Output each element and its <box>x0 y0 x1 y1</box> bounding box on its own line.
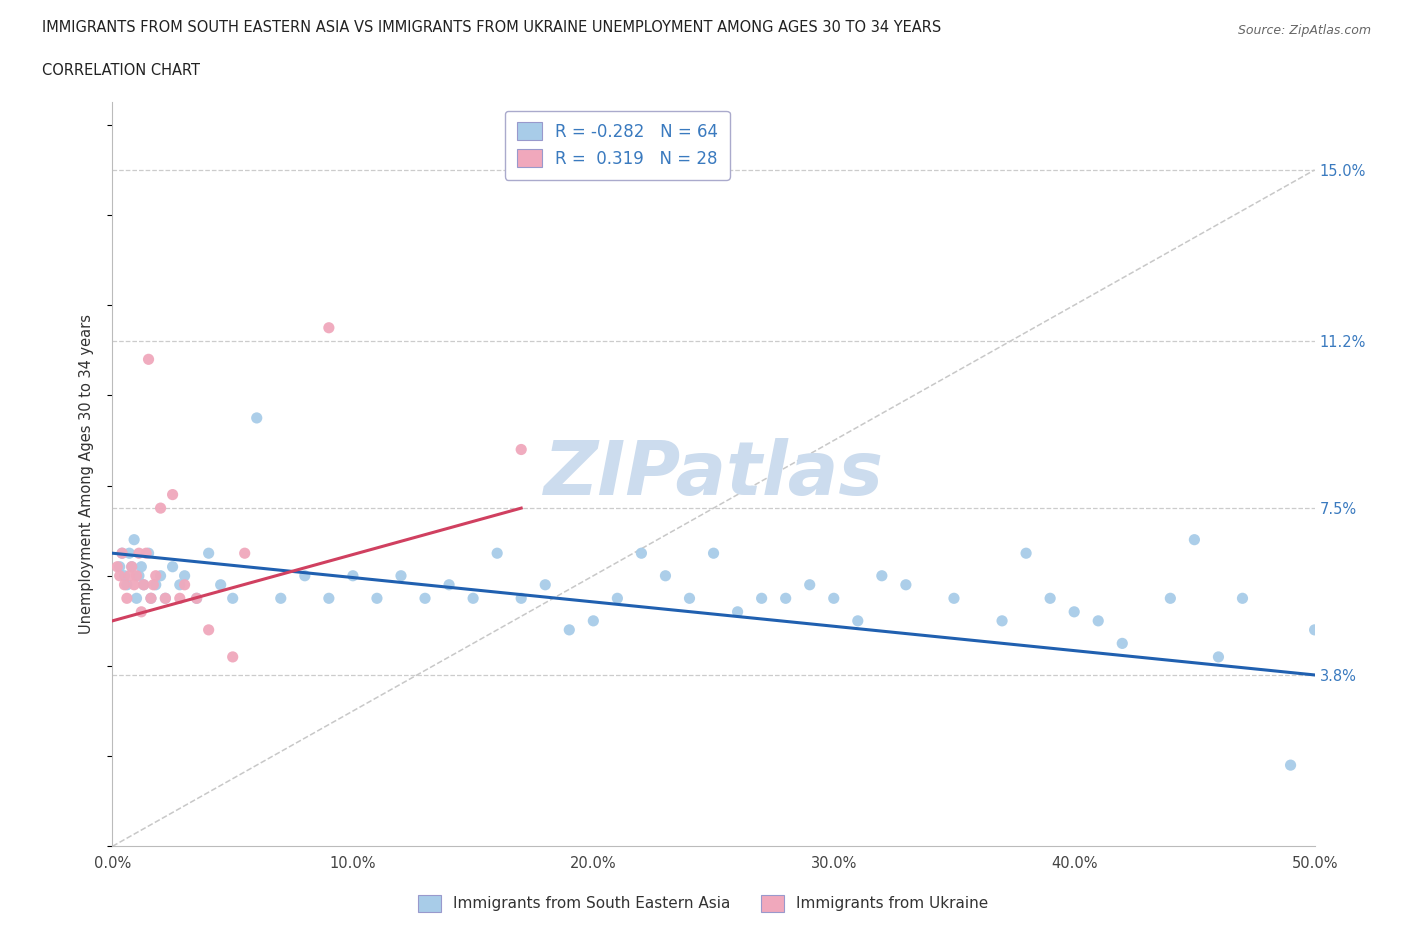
Point <box>128 568 150 583</box>
Point <box>186 591 208 605</box>
Point <box>1208 649 1230 664</box>
Point <box>318 591 340 605</box>
Point <box>318 320 340 335</box>
Point <box>145 578 167 592</box>
Point <box>702 546 725 561</box>
Point <box>115 591 138 605</box>
Point <box>1303 622 1326 637</box>
Point <box>118 568 141 583</box>
Point <box>122 532 145 547</box>
Point <box>128 546 150 561</box>
Point <box>991 614 1014 629</box>
Point <box>155 591 177 605</box>
Legend: R = -0.282   N = 64, R =  0.319   N = 28: R = -0.282 N = 64, R = 0.319 N = 28 <box>505 111 730 179</box>
Point <box>942 591 965 605</box>
Point <box>118 546 141 561</box>
Point <box>413 591 436 605</box>
Point <box>121 559 143 574</box>
Point <box>654 568 676 583</box>
Point <box>751 591 773 605</box>
Point <box>461 591 484 605</box>
Point <box>111 546 134 561</box>
Point <box>1087 614 1109 629</box>
Point <box>510 591 533 605</box>
Point <box>582 614 605 629</box>
Point <box>135 546 157 561</box>
Point <box>1063 604 1085 619</box>
Point <box>342 568 364 583</box>
Point <box>366 591 388 605</box>
Point <box>115 578 138 592</box>
Point <box>270 591 292 605</box>
Point <box>894 578 917 592</box>
Point <box>294 568 316 583</box>
Point <box>678 591 700 605</box>
Text: ZIPatlas: ZIPatlas <box>544 438 883 511</box>
Point <box>437 578 460 592</box>
Point <box>173 578 195 592</box>
Point <box>142 578 165 592</box>
Point <box>222 591 245 605</box>
Point <box>1184 532 1206 547</box>
Point <box>131 559 153 574</box>
Point <box>121 559 143 574</box>
Point <box>1039 591 1062 605</box>
Point <box>138 352 160 366</box>
Point <box>510 442 533 457</box>
Point <box>132 578 155 592</box>
Point <box>233 546 256 561</box>
Text: IMMIGRANTS FROM SOUTH EASTERN ASIA VS IMMIGRANTS FROM UKRAINE UNEMPLOYMENT AMONG: IMMIGRANTS FROM SOUTH EASTERN ASIA VS IM… <box>42 20 942 35</box>
Point <box>197 546 219 561</box>
Point <box>486 546 509 561</box>
Point <box>169 578 191 592</box>
Point <box>222 649 245 664</box>
Point <box>111 546 134 561</box>
Point <box>131 604 153 619</box>
Point <box>534 578 557 592</box>
Point <box>389 568 412 583</box>
Point <box>132 578 155 592</box>
Point <box>155 591 177 605</box>
Point <box>162 487 184 502</box>
Point <box>139 591 162 605</box>
Point <box>138 546 160 561</box>
Point <box>775 591 797 605</box>
Point <box>1159 591 1181 605</box>
Point <box>799 578 821 592</box>
Point <box>823 591 845 605</box>
Point <box>149 568 172 583</box>
Point <box>1015 546 1038 561</box>
Point <box>114 568 136 583</box>
Point <box>727 604 749 619</box>
Point <box>173 568 195 583</box>
Point <box>630 546 652 561</box>
Point <box>105 559 128 574</box>
Point <box>149 500 172 515</box>
Point <box>558 622 581 637</box>
Point <box>122 578 145 592</box>
Point <box>1279 758 1302 773</box>
Point <box>145 568 167 583</box>
Point <box>606 591 628 605</box>
Point <box>1232 591 1254 605</box>
Point <box>162 559 184 574</box>
Text: CORRELATION CHART: CORRELATION CHART <box>42 63 200 78</box>
Point <box>246 410 269 425</box>
Point <box>108 568 131 583</box>
Point <box>1111 636 1133 651</box>
Text: Source: ZipAtlas.com: Source: ZipAtlas.com <box>1237 24 1371 37</box>
Point <box>197 622 219 637</box>
Point <box>108 559 131 574</box>
Point <box>870 568 893 583</box>
Legend: Immigrants from South Eastern Asia, Immigrants from Ukraine: Immigrants from South Eastern Asia, Immi… <box>412 889 994 918</box>
Point <box>209 578 232 592</box>
Point <box>114 578 136 592</box>
Point <box>125 568 148 583</box>
Point <box>186 591 208 605</box>
Point <box>169 591 191 605</box>
Point <box>846 614 869 629</box>
Y-axis label: Unemployment Among Ages 30 to 34 years: Unemployment Among Ages 30 to 34 years <box>79 314 94 634</box>
Point <box>139 591 162 605</box>
Point <box>125 591 148 605</box>
